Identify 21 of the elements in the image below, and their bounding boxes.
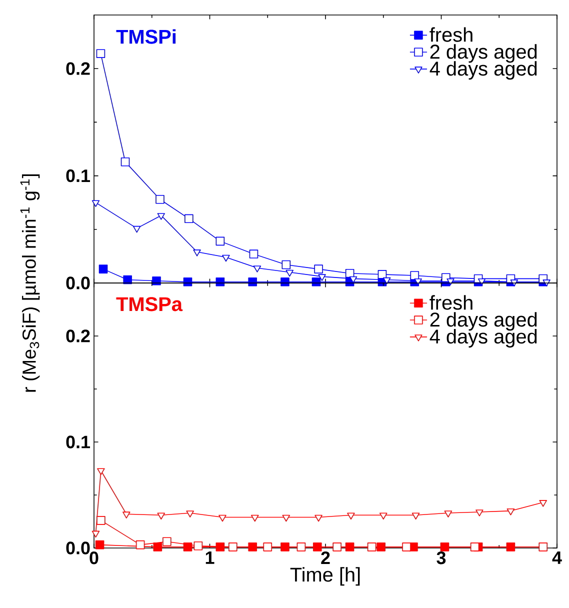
y-tick-label: 0.1 bbox=[66, 169, 90, 182]
x-tick-label: 4 bbox=[552, 552, 562, 564]
y-tick-label: 0.0 bbox=[66, 542, 90, 554]
y-tick-label: 0.2 bbox=[66, 330, 90, 342]
x-axis-title: Time [h] bbox=[290, 567, 360, 586]
legend-label: 4 days aged bbox=[430, 61, 537, 80]
y-tick-label: 0.2 bbox=[66, 62, 90, 75]
y-axis-title: r (Me$_{3}$SiF) [µmol min$^{-1}$ g$^{-1}$] bbox=[20, 174, 40, 392]
text: TMSPi bbox=[116, 29, 176, 44]
legend-label: fresh bbox=[430, 27, 472, 42]
x-tick-label: 0 bbox=[90, 552, 98, 564]
x-tick-label: 3 bbox=[436, 552, 446, 564]
legend-label: 2 days aged bbox=[430, 312, 537, 331]
x-tick-label: 2 bbox=[321, 552, 330, 564]
y-tick-label: 0.0 bbox=[66, 276, 90, 290]
x-tick-label: 1 bbox=[206, 552, 214, 564]
y-tick-label: 0.1 bbox=[66, 436, 90, 448]
legend-label: fresh bbox=[430, 295, 472, 310]
legend-label: 4 days aged bbox=[430, 328, 537, 348]
text: TMSPa bbox=[116, 297, 183, 312]
legend-label: 2 days aged bbox=[430, 44, 537, 63]
